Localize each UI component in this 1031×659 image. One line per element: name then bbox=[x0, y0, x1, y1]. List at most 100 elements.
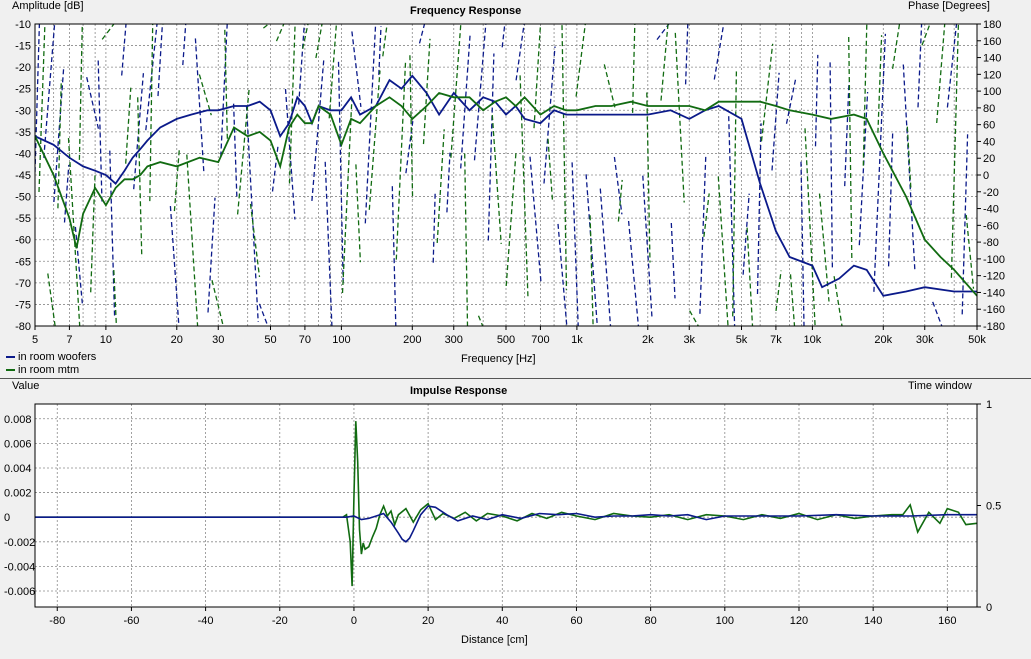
ir-plot-border bbox=[34, 403, 978, 608]
ir-ytick-label: 0.008 bbox=[4, 414, 32, 426]
fr-ytick-label: -60 bbox=[15, 235, 31, 247]
fr-y2tick-label: -180 bbox=[983, 321, 1005, 333]
fr-ytick-label: -15 bbox=[15, 41, 31, 53]
fr-xtick-label: 1k bbox=[571, 334, 583, 346]
fr-ytick-label: -75 bbox=[15, 299, 31, 311]
ir-title: Impulse Response bbox=[410, 385, 508, 397]
fr-y2tick-label: 40 bbox=[983, 136, 995, 148]
legend-swatch-woofers bbox=[6, 356, 15, 358]
fr-y2tick-label: -60 bbox=[983, 220, 999, 232]
fr-y2tick-label: -80 bbox=[983, 237, 999, 249]
ir-ytick-label: -0.004 bbox=[4, 561, 35, 573]
fr-xtick-label: 5k bbox=[736, 334, 748, 346]
ir-xtick-label: 120 bbox=[790, 615, 808, 627]
ir-xtick-label: -40 bbox=[198, 615, 214, 627]
fr-xtick-label: 3k bbox=[683, 334, 695, 346]
fr-ylabel: Amplitude [dB] bbox=[12, 0, 84, 12]
fr-xtick-label: 70 bbox=[299, 334, 311, 346]
fr-y2tick-label: 140 bbox=[983, 53, 1001, 65]
fr-series-line-mtm bbox=[35, 91, 977, 297]
fr-xlabel: Frequency [Hz] bbox=[461, 353, 536, 365]
legend-label-woofers: in room woofers bbox=[18, 351, 97, 363]
legend-item-mtm: in room mtm bbox=[6, 364, 79, 376]
fr-ytick-label: -80 bbox=[15, 321, 31, 333]
fr-xtick-label: 200 bbox=[403, 334, 421, 346]
ir-xtick-label: 140 bbox=[864, 615, 882, 627]
legend-item-woofers: in room woofers bbox=[6, 351, 96, 363]
ir-xtick-label: 160 bbox=[938, 615, 956, 627]
fr-xtick-label: 5 bbox=[32, 334, 38, 346]
ir-ytick-label: 0.004 bbox=[4, 463, 32, 475]
fr-xtick-label: 500 bbox=[497, 334, 515, 346]
fr-y2tick-label: -40 bbox=[983, 204, 999, 216]
fr-phase-woofers bbox=[35, 24, 969, 326]
fr-y2tick-label: 0 bbox=[983, 170, 989, 182]
fr-y2tick-label: -120 bbox=[983, 271, 1005, 283]
fr-y2tick-label: -20 bbox=[983, 187, 999, 199]
fr-magnitude-traces bbox=[35, 74, 977, 297]
fr-y2tick-label: 20 bbox=[983, 153, 995, 165]
fr-ytick-label: -25 bbox=[15, 84, 31, 96]
ir-xtick-label: -80 bbox=[49, 615, 65, 627]
fr-series-line-woofers bbox=[35, 74, 977, 297]
fr-xtick-label: 30 bbox=[212, 334, 224, 346]
fr-phase-mtm bbox=[38, 24, 975, 326]
fr-xtick-label: 50 bbox=[264, 334, 276, 346]
ir-xlabel: Distance [cm] bbox=[461, 634, 528, 646]
fr-ytick-label: -70 bbox=[15, 278, 31, 290]
ir-xtick-label: 80 bbox=[645, 615, 657, 627]
legend-label-mtm: in room mtm bbox=[18, 364, 80, 376]
legend-swatch-mtm bbox=[6, 369, 15, 371]
fr-xtick-label: 50k bbox=[968, 334, 986, 346]
fr-y2tick-label: 80 bbox=[983, 103, 995, 115]
fr-y2tick-label: 60 bbox=[983, 120, 995, 132]
ir-y2label: Time window bbox=[908, 380, 972, 392]
fr-ytick-label: -50 bbox=[15, 192, 31, 204]
ir-traces bbox=[35, 421, 977, 587]
ir-xtick-label: 40 bbox=[496, 615, 508, 627]
ir-ytick-label: 0 bbox=[4, 512, 10, 524]
fr-xtick-label: 10k bbox=[804, 334, 822, 346]
fr-y2tick-label: 120 bbox=[983, 69, 1001, 81]
fr-y2tick-label: -140 bbox=[983, 287, 1005, 299]
ir-ytick-label: 0.002 bbox=[4, 488, 32, 500]
fr-y2tick-label: 180 bbox=[983, 19, 1001, 31]
ir-xtick-label: -20 bbox=[272, 615, 288, 627]
fr-xtick-label: 7k bbox=[770, 334, 782, 346]
fr-xtick-label: 10 bbox=[100, 334, 112, 346]
ir-xtick-label: 20 bbox=[422, 615, 434, 627]
fr-ytick-label: -35 bbox=[15, 127, 31, 139]
ir-series-line-woofers bbox=[35, 505, 977, 543]
fr-ytick-label: -30 bbox=[15, 105, 31, 117]
ir-y2tick-label: 0 bbox=[986, 602, 992, 614]
fr-xtick-label: 300 bbox=[445, 334, 463, 346]
ir-ylabel: Value bbox=[12, 380, 40, 392]
ir-xtick-label: 100 bbox=[716, 615, 734, 627]
fr-ytick-label: -55 bbox=[15, 213, 31, 225]
fr-phase-traces bbox=[35, 24, 975, 326]
fr-xtick-label: 7 bbox=[66, 334, 72, 346]
fr-ytick-label: -40 bbox=[15, 148, 31, 160]
fr-ytick-label: -20 bbox=[15, 62, 31, 74]
ir-series-line-mtm bbox=[35, 421, 977, 587]
ir-ytick-label: -0.006 bbox=[4, 586, 35, 598]
fr-title: Frequency Response bbox=[410, 5, 522, 17]
fr-ytick-label: -45 bbox=[15, 170, 31, 182]
fr-ytick-label: -10 bbox=[15, 19, 31, 31]
fr-y2tick-label: 160 bbox=[983, 36, 1001, 48]
fr-y2tick-label: 100 bbox=[983, 86, 1001, 98]
fr-y2label: Phase [Degrees] bbox=[908, 0, 990, 12]
ir-ytick-label: -0.002 bbox=[4, 537, 35, 549]
fr-y2tick-label: -160 bbox=[983, 304, 1005, 316]
ir-ytick-label: 0.006 bbox=[4, 438, 32, 450]
fr-xtick-label: 100 bbox=[332, 334, 350, 346]
ir-xtick-label: 60 bbox=[570, 615, 582, 627]
fr-xtick-label: 20k bbox=[874, 334, 892, 346]
fr-xtick-label: 30k bbox=[916, 334, 934, 346]
fr-ytick-label: -65 bbox=[15, 256, 31, 268]
ir-y2tick-label: 0.5 bbox=[986, 501, 1001, 513]
ir-xtick-label: -60 bbox=[123, 615, 139, 627]
fr-xtick-label: 2k bbox=[642, 334, 654, 346]
fr-xtick-label: 700 bbox=[531, 334, 549, 346]
